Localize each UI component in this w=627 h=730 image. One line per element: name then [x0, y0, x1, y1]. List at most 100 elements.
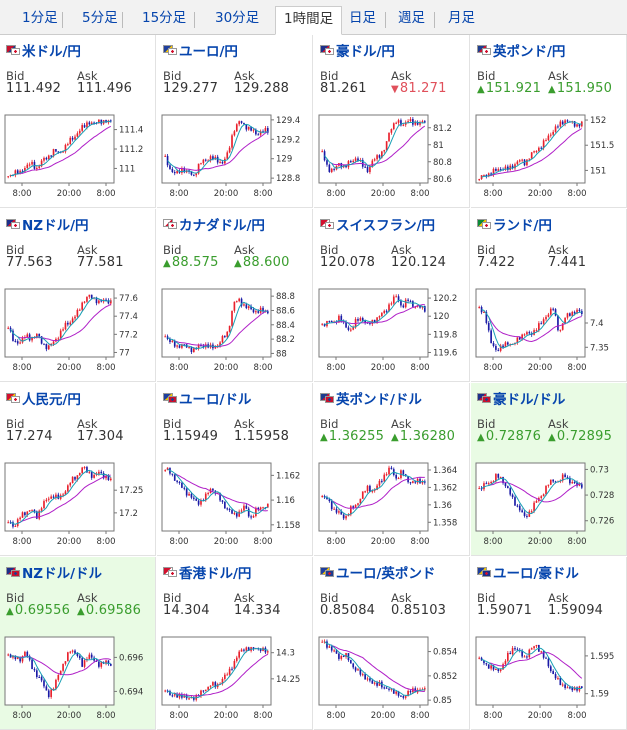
mini-chart[interactable]: 0.696 0.694 8:00 20:00 8:00	[0, 631, 156, 730]
pair-name[interactable]: 米ドル/円	[22, 44, 81, 60]
pair-name[interactable]: NZドル/ドル	[22, 566, 103, 582]
tab-1hour[interactable]: 1時間足	[275, 6, 343, 35]
mini-chart[interactable]: 1.595 1.59 8:00 20:00 8:00	[471, 631, 627, 730]
x-tick-label: 8:00	[326, 537, 345, 547]
mini-chart[interactable]: 14.3 14.25 8:00 20:00 8:00	[157, 631, 313, 730]
mini-chart[interactable]: 0.73 0.728 0.726 8:00 20:00 8:00	[471, 457, 627, 556]
pair-name[interactable]: ユーロ/円	[179, 44, 238, 60]
rate-card-au-us: 豪ドル/ドル Bid Ask ▲0.72876 ▲0.72895 0.73 0.728 0.7…	[471, 383, 627, 556]
candle-body	[412, 481, 414, 483]
candle-body	[69, 482, 72, 486]
candle-body	[569, 313, 571, 316]
pair-link[interactable]: ユーロ/ドル	[163, 389, 252, 408]
pair-link[interactable]: 豪ドル/ドル	[477, 389, 566, 408]
pair-link[interactable]: 英ポンド/円	[477, 41, 566, 60]
mini-chart[interactable]: 120.2 120 119.8 119.6 8:00 20:00 8:00	[314, 283, 470, 382]
moving-average-short	[10, 469, 112, 525]
candle-body	[564, 120, 566, 125]
mini-chart[interactable]: 129.4 129.2 129 128.8 8:00 20:00 8:00	[157, 109, 313, 208]
candle-body	[330, 501, 333, 510]
candle-body	[333, 168, 335, 170]
candle-body	[400, 695, 402, 697]
candle-body	[202, 159, 205, 164]
y-tick-label: 129.4	[276, 116, 300, 126]
pair-link[interactable]: カナダドル/円	[163, 215, 265, 234]
candle-body	[549, 308, 552, 315]
pair-link[interactable]: 英ポンド/ドル	[320, 389, 422, 408]
pair-link[interactable]: スイスフラン/円	[320, 215, 436, 234]
moving-average-short	[481, 647, 582, 690]
pair-link[interactable]: NZドル/円	[6, 215, 89, 234]
mini-chart[interactable]: 0.854 0.852 0.85 8:00 20:00 8:00	[314, 631, 470, 730]
pair-name[interactable]: 英ポンド/ドル	[336, 392, 422, 408]
mini-chart[interactable]: 1.162 1.16 1.158 8:00 20:00 8:00	[157, 457, 313, 556]
mini-chart[interactable]: 1.364 1.362 1.36 1.358 8:00 20:00 8:00	[314, 457, 470, 556]
pair-name[interactable]: カナダドル/円	[179, 218, 265, 234]
pair-name[interactable]: 香港ドル/円	[179, 566, 252, 582]
mini-chart[interactable]: 152 151.5 151 8:00 20:00 8:00	[471, 109, 627, 208]
rate-card-us-jp: 米ドル/円 Bid Ask 111.492 111.496 111.4 111.2 111 8:…	[0, 35, 156, 208]
mini-chart[interactable]: 17.25 17.2 8:00 20:00 8:00	[0, 457, 156, 556]
candle-body	[373, 319, 376, 323]
bid-number: 17.274	[6, 429, 53, 444]
mini-chart[interactable]: 111.4 111.2 111 8:00 20:00 8:00	[0, 109, 156, 208]
pair-link[interactable]: 米ドル/円	[6, 41, 81, 60]
pair-link[interactable]: 香港ドル/円	[163, 563, 252, 582]
pair-name[interactable]: ユーロ/ドル	[179, 392, 252, 408]
tab-daily[interactable]: 日足	[349, 10, 376, 26]
y-tick-label: 0.728	[590, 491, 614, 501]
pair-link[interactable]: ユーロ/英ポンド	[320, 563, 436, 582]
y-tick-label: 77	[119, 348, 130, 358]
candle-body	[226, 674, 229, 676]
x-tick-label: 20:00	[214, 537, 239, 547]
y-tick-label: 77.2	[119, 330, 138, 340]
candle-body	[76, 475, 79, 480]
pair-name[interactable]: 英ポンド/円	[493, 44, 566, 60]
candle-body	[62, 151, 64, 153]
candle-body	[328, 646, 331, 648]
pair-name[interactable]: 豪ドル/ドル	[493, 392, 566, 408]
candle-body	[395, 296, 398, 298]
x-tick-label: 8:00	[253, 363, 272, 373]
candle-body	[366, 166, 369, 173]
pair-link[interactable]: NZドル/ドル	[6, 563, 103, 582]
pair-name[interactable]: 人民元/円	[22, 392, 81, 408]
tab-30min[interactable]: 30分足	[215, 10, 260, 26]
pair-link[interactable]: ユーロ/円	[163, 41, 238, 60]
candle-body	[50, 496, 52, 499]
pair-name[interactable]: スイスフラン/円	[336, 218, 436, 234]
candle-body	[190, 493, 193, 498]
pair-link[interactable]: ユーロ/豪ドル	[477, 563, 579, 582]
pair-name[interactable]: ユーロ/豪ドル	[493, 566, 579, 582]
candle-body	[176, 694, 178, 698]
mini-chart[interactable]: 77.6 77.4 77.2 77 8:00 20:00 8:00	[0, 283, 156, 382]
pair-name[interactable]: NZドル/円	[22, 218, 89, 234]
candle-body	[38, 166, 41, 168]
tab-monthly[interactable]: 月足	[448, 10, 475, 26]
bid-label: Bid	[320, 69, 339, 83]
tab-1min[interactable]: 1分足	[22, 10, 58, 26]
candle-body	[540, 651, 543, 653]
pair-link[interactable]: 人民元/円	[6, 389, 81, 408]
candle-body	[333, 650, 335, 652]
up-arrow-icon: ▲	[477, 432, 485, 443]
x-tick-label: 8:00	[169, 711, 188, 721]
candle-body	[338, 315, 340, 323]
pair-name[interactable]: ユーロ/英ポンド	[336, 566, 436, 582]
tab-5min[interactable]: 5分足	[82, 10, 118, 26]
candle-body	[43, 157, 45, 161]
candle-body	[547, 658, 550, 667]
mini-chart[interactable]: 81.2 81 80.8 80.6 8:00 20:00 8:00	[314, 109, 470, 208]
candle-body	[381, 480, 383, 482]
pair-name[interactable]: ランド/円	[493, 218, 552, 234]
tab-15min[interactable]: 15分足	[142, 10, 187, 26]
pair-link[interactable]: 豪ドル/円	[320, 41, 395, 60]
mini-chart[interactable]: 7.4 7.35 8:00 20:00 8:00	[471, 283, 627, 382]
candle-body	[40, 677, 43, 681]
mini-chart[interactable]: 88.8 88.6 88.4 88.2 88 8:00 20:00 8:00	[157, 283, 313, 382]
x-tick-label: 8:00	[410, 189, 429, 199]
tab-weekly[interactable]: 週足	[398, 10, 425, 26]
pair-link[interactable]: ランド/円	[477, 215, 552, 234]
pair-name[interactable]: 豪ドル/円	[336, 44, 395, 60]
candle-body	[328, 320, 331, 322]
